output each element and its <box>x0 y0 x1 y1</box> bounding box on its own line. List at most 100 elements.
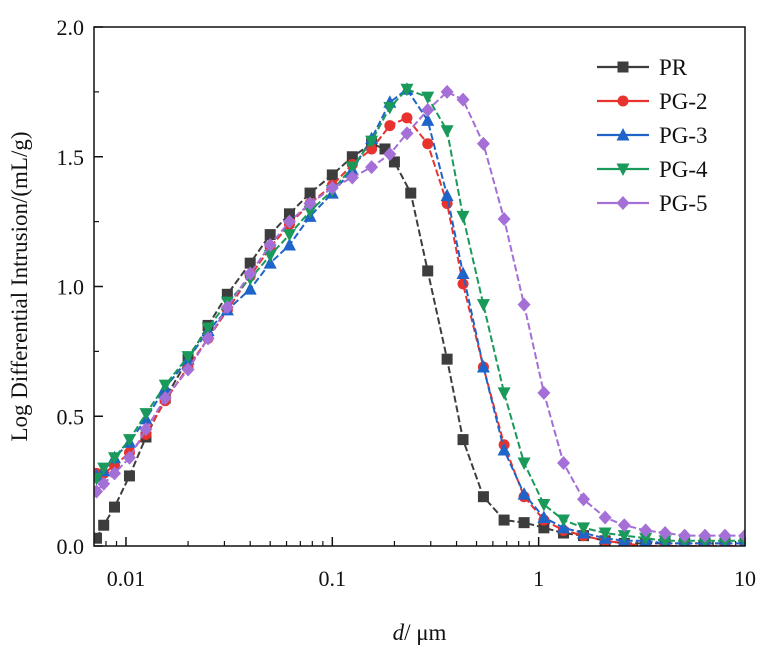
legend-label: PR <box>659 55 688 80</box>
y-tick-label: 1.0 <box>57 275 85 300</box>
data-point <box>326 169 338 181</box>
series-line <box>95 90 745 537</box>
data-point <box>94 532 103 544</box>
data-point <box>384 120 396 132</box>
data-point <box>400 126 414 141</box>
data-point <box>365 160 379 175</box>
data-point <box>658 526 672 541</box>
data-point <box>517 487 531 500</box>
x-axis-title-unit: / μm <box>404 620 446 645</box>
data-point <box>440 125 454 138</box>
tick-labels: 0.01 0.1 1 10 0.0 0.5 1.0 1.5 2.0 <box>57 15 757 591</box>
data-point <box>718 528 732 543</box>
series-pg-5 <box>94 84 745 543</box>
data-point <box>303 205 317 219</box>
data-point <box>557 514 571 528</box>
data-point <box>122 434 136 447</box>
data-point <box>400 83 414 97</box>
legend-entry-pg-2: PG-2 <box>597 89 708 114</box>
legend-marker <box>617 61 629 73</box>
series-pg-2 <box>94 112 745 546</box>
data-point <box>123 470 135 482</box>
data-point <box>181 351 195 364</box>
data-point <box>476 136 490 151</box>
data-point <box>497 442 511 456</box>
data-point <box>639 532 653 546</box>
y-tick-label: 2.0 <box>57 15 85 40</box>
data-point <box>476 359 490 373</box>
legend-label: PG-5 <box>659 191 708 216</box>
data-point <box>639 523 653 538</box>
data-point <box>282 237 296 251</box>
y-tick-label: 0.0 <box>57 534 85 559</box>
data-point <box>517 297 531 312</box>
data-point <box>678 528 692 543</box>
data-point <box>457 278 469 290</box>
data-point <box>456 210 470 224</box>
data-point <box>577 492 591 507</box>
data-point <box>698 528 712 543</box>
legend-entry-pg-3: PG-3 <box>597 123 708 148</box>
data-point <box>243 266 257 281</box>
data-point <box>139 408 153 421</box>
legend-marker <box>616 163 630 176</box>
data-point <box>517 457 531 470</box>
legend-entry-pr: PR <box>597 55 688 80</box>
data-point <box>422 138 434 150</box>
y-tick-label: 0.5 <box>57 404 85 429</box>
data-point <box>617 518 631 533</box>
data-point <box>263 237 277 252</box>
data-point <box>283 208 295 220</box>
data-point <box>456 266 470 280</box>
y-axis-title: Log Differential Intrusion/(mL/g) <box>7 132 32 442</box>
data-point <box>738 528 745 543</box>
data-point <box>263 256 277 269</box>
data-point <box>598 510 612 525</box>
data-point <box>538 522 550 534</box>
data-point <box>422 265 434 277</box>
data-point <box>201 331 215 346</box>
data-point <box>263 249 277 263</box>
series-pg-4 <box>94 83 745 546</box>
series-pr <box>94 138 745 546</box>
series-line <box>96 116 745 546</box>
data-point <box>264 229 276 241</box>
data-point <box>243 282 257 295</box>
data-point <box>97 462 111 476</box>
data-point <box>97 476 111 491</box>
data-point <box>598 527 612 541</box>
data-point <box>537 498 551 512</box>
data-point <box>345 161 359 175</box>
data-point <box>457 434 469 446</box>
data-point <box>441 353 453 365</box>
x-tick-label: 10 <box>734 566 756 591</box>
data-point <box>345 170 359 185</box>
series-line <box>95 87 745 545</box>
legend-label: PG-2 <box>659 89 708 114</box>
data-point <box>498 514 510 526</box>
data-point <box>477 491 489 503</box>
legend-label: PG-3 <box>659 123 708 148</box>
legend-entry-pg-4: PG-4 <box>597 157 708 182</box>
data-point <box>282 214 296 229</box>
data-point <box>476 299 490 312</box>
data-point <box>304 187 316 199</box>
series-line <box>95 88 745 542</box>
data-point <box>557 455 571 470</box>
legend-label: PG-4 <box>659 157 708 182</box>
data-point <box>108 452 122 465</box>
data-point <box>181 362 195 377</box>
y-tick-label: 1.5 <box>57 145 85 170</box>
series-layer <box>94 82 745 546</box>
data-point <box>108 466 122 481</box>
data-point <box>346 151 358 163</box>
legend-marker <box>616 196 630 210</box>
data-point <box>401 112 413 124</box>
data-point <box>220 300 234 315</box>
data-point <box>383 147 397 162</box>
data-point <box>421 91 435 105</box>
data-point <box>383 101 397 115</box>
data-point <box>388 156 400 168</box>
data-point <box>325 180 339 195</box>
